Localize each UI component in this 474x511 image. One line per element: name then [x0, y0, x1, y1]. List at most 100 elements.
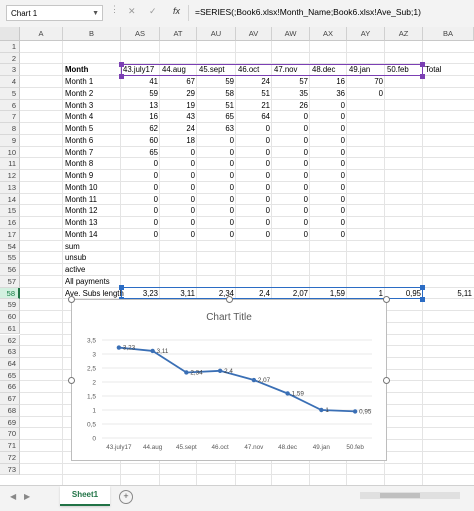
row-header[interactable]: 55	[0, 252, 20, 265]
month-col-header[interactable]: 48.dec	[312, 65, 336, 75]
table-cell[interactable]: 0	[303, 159, 308, 169]
insert-function-icon[interactable]: fx	[173, 6, 181, 16]
table-cell[interactable]: 59	[149, 88, 158, 98]
ave-subs-label[interactable]: Ave. Subs length	[65, 288, 124, 298]
chart-resize-handle[interactable]	[383, 296, 390, 303]
row-header[interactable]: 5	[0, 87, 20, 100]
row-label-cell[interactable]: Month 12	[65, 206, 98, 216]
row-header[interactable]: 66	[0, 381, 20, 394]
table-cell[interactable]: 0	[303, 135, 308, 145]
table-cell[interactable]: 0	[340, 100, 345, 110]
range-handle[interactable]	[119, 73, 124, 79]
table-cell[interactable]	[347, 194, 385, 206]
column-header-b[interactable]: B	[63, 27, 121, 41]
chevron-down-icon[interactable]: ▼	[92, 10, 99, 17]
table-cell[interactable]: 0	[265, 218, 270, 228]
ave-value-cell[interactable]: 2,34	[218, 288, 234, 298]
select-all-corner[interactable]	[0, 27, 20, 41]
row-label-cell[interactable]: Month 10	[65, 182, 98, 192]
enter-icon[interactable]: ✓	[149, 6, 157, 16]
table-cell[interactable]: 0	[190, 194, 195, 204]
table-cell[interactable]	[347, 111, 385, 123]
table-cell[interactable]: 0	[340, 206, 345, 216]
table-cell[interactable]: 0	[303, 147, 308, 157]
row-header[interactable]: 65	[0, 369, 20, 382]
table-cell[interactable]: 0	[190, 206, 195, 216]
row-header[interactable]: 16	[0, 217, 20, 229]
table-cell[interactable]: 0	[303, 112, 308, 122]
column-header-at[interactable]: AT	[160, 27, 197, 41]
table-cell[interactable]: 63	[225, 124, 234, 134]
table-cell[interactable]: 65	[149, 147, 158, 157]
row-header[interactable]: 57	[0, 275, 20, 288]
table-cell[interactable]: 0	[265, 147, 270, 157]
all-payments-label[interactable]: All payments	[65, 276, 110, 286]
table-cell[interactable]	[385, 147, 423, 159]
row-header[interactable]: 68	[0, 404, 20, 417]
table-cell[interactable]: 0	[340, 135, 345, 145]
table-cell[interactable]: 0	[229, 206, 234, 216]
column-header-az[interactable]: AZ	[385, 27, 423, 41]
month-col-header[interactable]: 50.feb	[387, 65, 409, 75]
table-cell[interactable]	[347, 135, 385, 147]
column-header-ba[interactable]: BA	[423, 27, 474, 41]
column-header-ay[interactable]: AY	[347, 27, 385, 41]
table-cell[interactable]: 0	[190, 229, 195, 239]
row-label-cell[interactable]: Month 4	[65, 112, 94, 122]
table-cell[interactable]	[347, 123, 385, 135]
add-sheet-icon[interactable]: +	[119, 490, 133, 504]
table-cell[interactable]: 0	[340, 218, 345, 228]
table-cell[interactable]: 0	[265, 206, 270, 216]
table-cell[interactable]: 21	[261, 100, 270, 110]
row-header[interactable]: 2	[0, 52, 20, 65]
row-label-cell[interactable]: Month 11	[65, 194, 97, 204]
chart-resize-handle[interactable]	[68, 296, 75, 303]
table-cell[interactable]	[385, 170, 423, 182]
table-cell[interactable]: 0	[229, 159, 234, 169]
table-cell[interactable]	[385, 111, 423, 123]
row-label-cell[interactable]: Month 7	[65, 147, 94, 157]
table-cell[interactable]: 0	[153, 229, 158, 239]
table-cell[interactable]: 24	[261, 77, 270, 87]
table-cell[interactable]: 0	[340, 147, 345, 157]
table-cell[interactable]: 36	[336, 88, 345, 98]
range-handle[interactable]	[119, 61, 124, 67]
row-header[interactable]: 17	[0, 228, 20, 241]
row-header[interactable]: 7	[0, 111, 20, 124]
sheet-tab-sheet1[interactable]: Sheet1	[60, 486, 110, 506]
table-cell[interactable]: 0	[340, 159, 345, 169]
range-handle[interactable]	[420, 61, 425, 67]
scrollbar-thumb[interactable]	[380, 493, 420, 498]
row-header[interactable]: 62	[0, 334, 20, 347]
ave-value-cell[interactable]: 1	[378, 288, 383, 298]
row-label-cell[interactable]: Month 13	[65, 218, 98, 228]
chart-resize-handle[interactable]	[68, 377, 75, 384]
table-cell[interactable]: 0	[340, 194, 345, 204]
table-cell[interactable]: 0	[303, 218, 308, 228]
column-header-a[interactable]: A	[20, 27, 63, 41]
ave-value-cell[interactable]: 3,23	[142, 288, 158, 298]
formula-input[interactable]: =SERIES(;Book6.xlsx!Month_Name;Book6.xls…	[195, 7, 421, 17]
row-header[interactable]: 10	[0, 146, 20, 159]
table-cell[interactable]: 24	[186, 124, 195, 134]
name-box[interactable]: Chart 1 ▼	[6, 5, 103, 21]
row-header[interactable]: 64	[0, 357, 20, 370]
row-header[interactable]: 72	[0, 451, 20, 464]
row-header[interactable]: 13	[0, 181, 20, 194]
table-cell[interactable]: 26	[299, 100, 308, 110]
table-cell[interactable]: 0	[265, 194, 270, 204]
range-handle[interactable]	[119, 284, 124, 290]
table-cell[interactable]	[385, 135, 423, 147]
table-cell[interactable]: 59	[225, 77, 234, 87]
table-cell[interactable]	[385, 205, 423, 217]
column-header-as[interactable]: AS	[121, 27, 160, 41]
table-cell[interactable]: 0	[229, 229, 234, 239]
row-label-cell[interactable]: Month 6	[65, 135, 94, 145]
table-cell[interactable]: 0	[340, 124, 345, 134]
month-header-cell[interactable]: Month	[65, 65, 89, 75]
row-header[interactable]: 4	[0, 76, 20, 88]
table-cell[interactable]: 13	[149, 100, 158, 110]
table-cell[interactable]: 67	[186, 77, 195, 87]
ave-value-cell[interactable]: 2,4	[259, 288, 270, 298]
ave-total-value[interactable]: 5,11	[457, 288, 472, 298]
